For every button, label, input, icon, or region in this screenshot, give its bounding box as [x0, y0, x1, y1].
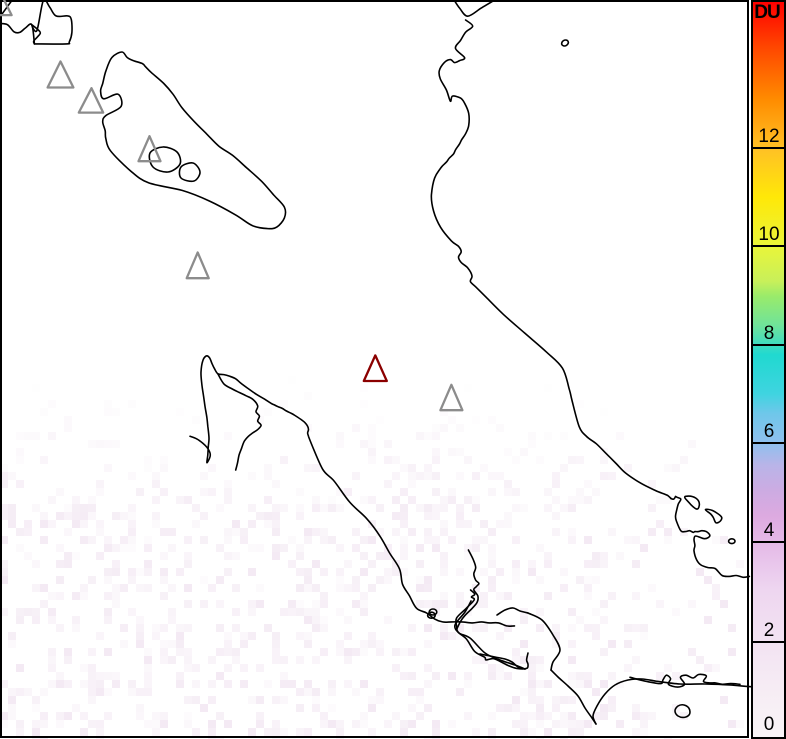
svg-text:12: 12 — [758, 126, 779, 147]
svg-text:0: 0 — [764, 714, 775, 735]
svg-text:4: 4 — [764, 520, 775, 541]
svg-text:2: 2 — [764, 620, 775, 641]
svg-text:6: 6 — [764, 421, 775, 442]
svg-text:10: 10 — [758, 224, 779, 245]
svg-text:8: 8 — [764, 323, 775, 344]
